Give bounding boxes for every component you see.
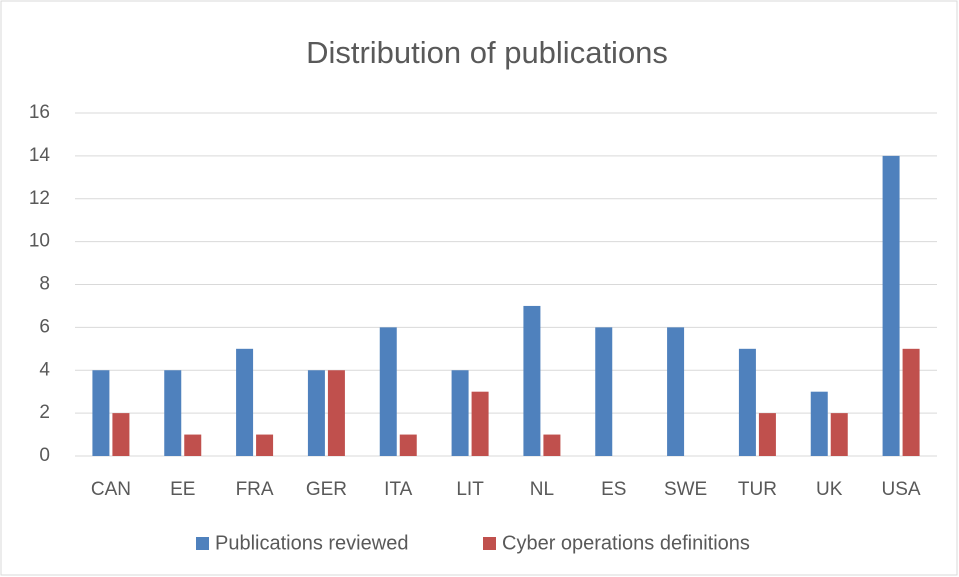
bar — [256, 434, 274, 456]
bar — [327, 370, 345, 456]
bar — [523, 305, 541, 456]
bar — [379, 327, 397, 456]
x-tick-label: NL — [530, 479, 554, 500]
x-tick-label: ITA — [384, 479, 412, 500]
y-tick-label: 6 — [39, 316, 50, 337]
bar — [667, 327, 685, 456]
x-tick-label: ES — [601, 479, 626, 500]
y-tick-label: 8 — [39, 274, 50, 295]
bar — [164, 370, 182, 456]
x-tick-label: SWE — [664, 479, 707, 500]
bar — [882, 155, 900, 456]
x-tick-label: FRA — [236, 479, 274, 500]
legend-label: Publications reviewed — [215, 532, 408, 554]
y-tick-label: 10 — [29, 231, 50, 252]
bar — [92, 370, 110, 456]
x-tick-label: UK — [816, 479, 843, 500]
legend-swatch — [483, 537, 496, 550]
bar — [112, 413, 130, 456]
y-tick-label: 16 — [29, 102, 50, 123]
x-tick-label: TUR — [738, 479, 777, 500]
bar — [307, 370, 325, 456]
bar — [543, 434, 561, 456]
y-tick-label: 14 — [29, 145, 51, 166]
bar — [471, 391, 489, 456]
legend-swatch — [196, 537, 209, 550]
y-tick-label: 4 — [39, 359, 50, 380]
bar — [810, 391, 828, 456]
x-tick-label: USA — [882, 479, 921, 500]
bar — [902, 348, 920, 456]
bar — [451, 370, 469, 456]
bar — [399, 434, 417, 456]
y-tick-label: 2 — [39, 402, 50, 423]
bar — [184, 434, 202, 456]
y-tick-label: 0 — [39, 445, 50, 466]
x-tick-label: CAN — [91, 479, 131, 500]
x-tick-label: EE — [170, 479, 195, 500]
legend-label: Cyber operations definitions — [502, 532, 750, 554]
bar — [595, 327, 613, 456]
y-tick-label: 12 — [29, 188, 50, 209]
bar — [830, 413, 848, 456]
x-tick-label: LIT — [456, 479, 484, 500]
bar — [758, 413, 776, 456]
chart-title: Distribution of publications — [306, 35, 668, 70]
bar — [738, 348, 756, 456]
x-tick-label: GER — [306, 479, 347, 500]
bar — [236, 348, 254, 456]
